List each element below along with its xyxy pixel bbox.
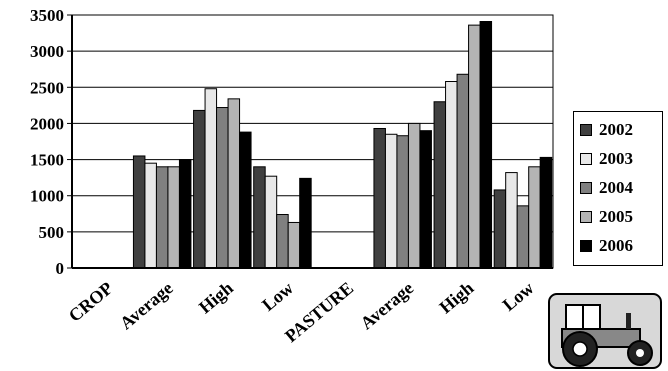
legend-swatch xyxy=(580,153,592,165)
legend-label: 2005 xyxy=(599,207,633,226)
legend: 2002 2003 2004 2005 2006 xyxy=(573,111,663,266)
x-tick-label: Low xyxy=(499,278,538,315)
bar xyxy=(373,127,386,269)
legend-swatch xyxy=(580,240,592,252)
bar xyxy=(264,175,278,269)
bar xyxy=(276,214,289,269)
y-tick-label: 500 xyxy=(39,223,65,242)
bar xyxy=(253,166,266,269)
x-tick-label: High xyxy=(195,278,237,318)
bar xyxy=(479,21,493,269)
bar xyxy=(155,166,169,269)
legend-item: 2005 xyxy=(580,207,633,227)
tractor-icon xyxy=(548,293,662,369)
bar xyxy=(468,24,481,269)
bar xyxy=(216,107,229,269)
y-tick-labels: 0 500 1000 1500 2000 2500 3000 3500 xyxy=(30,6,64,278)
legend-label: 2003 xyxy=(599,149,633,168)
bar xyxy=(516,205,530,269)
y-tick-label: 1000 xyxy=(30,187,64,206)
legend-swatch xyxy=(580,211,592,223)
bar xyxy=(528,166,541,269)
y-tick-label: 3000 xyxy=(30,42,64,61)
bar xyxy=(178,159,192,269)
bar xyxy=(396,135,409,269)
x-tick-label: Average xyxy=(356,278,417,334)
y-tick-label: 0 xyxy=(56,259,65,278)
bars xyxy=(132,21,553,269)
legend-item: 2006 xyxy=(580,236,633,256)
x-tick-label: CROP xyxy=(65,278,117,326)
x-tick-label: Low xyxy=(258,278,297,315)
bar xyxy=(299,177,312,269)
legend-label: 2004 xyxy=(599,178,633,197)
legend-item: 2004 xyxy=(580,178,633,198)
y-tick-label: 2000 xyxy=(30,114,64,133)
bar xyxy=(456,73,470,269)
y-tick-label: 1500 xyxy=(30,151,64,170)
x-tick-label: Average xyxy=(116,278,177,334)
legend-label: 2002 xyxy=(599,120,633,139)
legend-label: 2006 xyxy=(599,236,633,255)
bar xyxy=(407,122,421,269)
y-tick-label: 3500 xyxy=(30,6,64,25)
bar xyxy=(505,172,518,269)
bar xyxy=(539,156,553,269)
bar xyxy=(167,166,180,269)
bar xyxy=(493,189,507,269)
y-tick-label: 2500 xyxy=(30,78,64,97)
legend-item: 2002 xyxy=(580,120,633,140)
legend-swatch xyxy=(580,124,592,136)
bar xyxy=(384,133,398,269)
bar xyxy=(132,155,146,269)
bar xyxy=(144,162,157,269)
bar xyxy=(287,221,301,269)
bar xyxy=(227,98,241,269)
bar xyxy=(445,81,458,269)
bar xyxy=(193,109,206,269)
legend-swatch xyxy=(580,182,592,194)
bar xyxy=(433,101,447,269)
x-tick-label: High xyxy=(435,278,477,318)
axes xyxy=(67,14,554,269)
bar xyxy=(419,130,432,269)
bar xyxy=(204,88,218,269)
bar xyxy=(239,131,252,269)
legend-item: 2003 xyxy=(580,149,633,169)
